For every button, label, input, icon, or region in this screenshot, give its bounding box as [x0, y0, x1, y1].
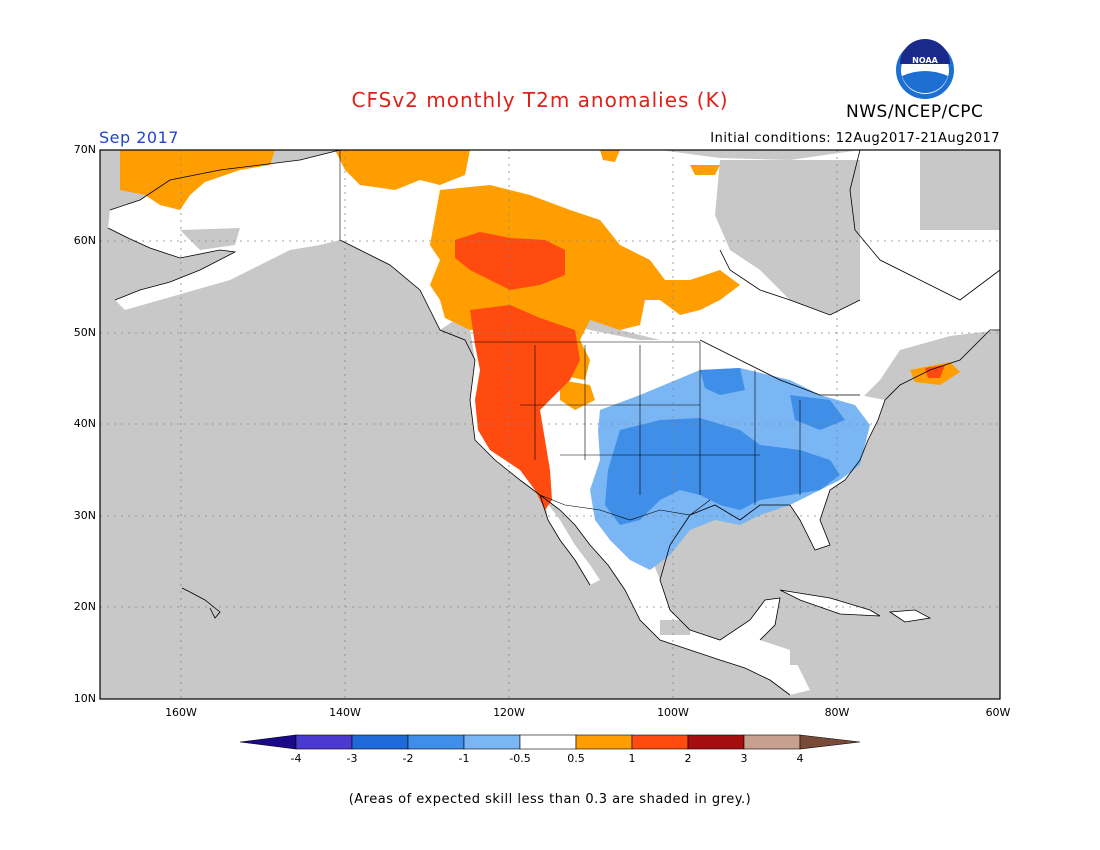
colorbar-below-min	[239, 734, 297, 750]
colorbar-label: 0.5	[567, 752, 585, 765]
colorbar-label: 2	[684, 752, 692, 765]
lat-label-20n: 20N	[73, 600, 96, 613]
colorbar-label: -1	[458, 752, 470, 765]
lon-label-120w: 120W	[493, 706, 525, 719]
lat-label-40n: 40N	[73, 417, 96, 430]
skill-footnote: (Areas of expected skill less than 0.3 a…	[348, 792, 752, 807]
colorbar-label: -4	[290, 752, 302, 765]
map-title: CFSv2 monthly T2m anomalies (K)	[351, 88, 729, 112]
initial-conditions-label: Initial conditions: 12Aug2017-21Aug2017	[710, 131, 1000, 146]
organization-label: NWS/NCEP/CPC	[846, 102, 984, 122]
colorbar-label: 3	[740, 752, 748, 765]
anomaly-m2-to-m1	[605, 368, 845, 525]
colorbar-above-max	[799, 734, 861, 750]
colorbar-m05-05	[519, 734, 577, 750]
lon-label-60w: 60W	[985, 706, 1011, 719]
colorbar-label: -0.5	[509, 752, 531, 765]
lon-label-160w: 160W	[165, 706, 197, 719]
colorbar	[239, 734, 861, 750]
grid-lines	[100, 150, 1000, 699]
mexico-land	[540, 495, 810, 695]
colorbar-p1-2	[631, 734, 689, 750]
colorbar-label: -3	[346, 752, 358, 765]
colorbar-p05-1	[575, 734, 633, 750]
lon-label-80w: 80W	[824, 706, 850, 719]
colorbar-m1-m05	[463, 734, 521, 750]
colorbar-label: -2	[402, 752, 414, 765]
cuba-land	[780, 590, 880, 616]
colorbar-m3-m2	[351, 734, 409, 750]
colorbar-label: 1	[628, 752, 636, 765]
lat-label-10n: 10N	[73, 692, 96, 705]
lon-label-140w: 140W	[329, 706, 361, 719]
colorbar-p3-4	[743, 734, 801, 750]
colorbar-m4-m3	[295, 734, 353, 750]
lon-label-100w: 100W	[657, 706, 689, 719]
lat-label-70n: 70N	[73, 143, 96, 156]
colorbar-p2-3	[687, 734, 745, 750]
lat-label-50n: 50N	[73, 326, 96, 339]
noaa-logo: NOAA	[896, 39, 954, 99]
lat-label-30n: 30N	[73, 509, 96, 522]
noaa-logo-text: NOAA	[912, 56, 938, 65]
baja-land	[545, 500, 600, 585]
low-skill-land-patches	[180, 150, 1000, 665]
colorbar-label: 4	[796, 752, 804, 765]
political-borders	[339, 150, 801, 521]
valid-month-label: Sep 2017	[99, 128, 179, 147]
anomaly-1-to-2	[455, 232, 945, 510]
colorbar-m2-m1	[407, 734, 465, 750]
lat-label-60n: 60N	[73, 234, 96, 247]
